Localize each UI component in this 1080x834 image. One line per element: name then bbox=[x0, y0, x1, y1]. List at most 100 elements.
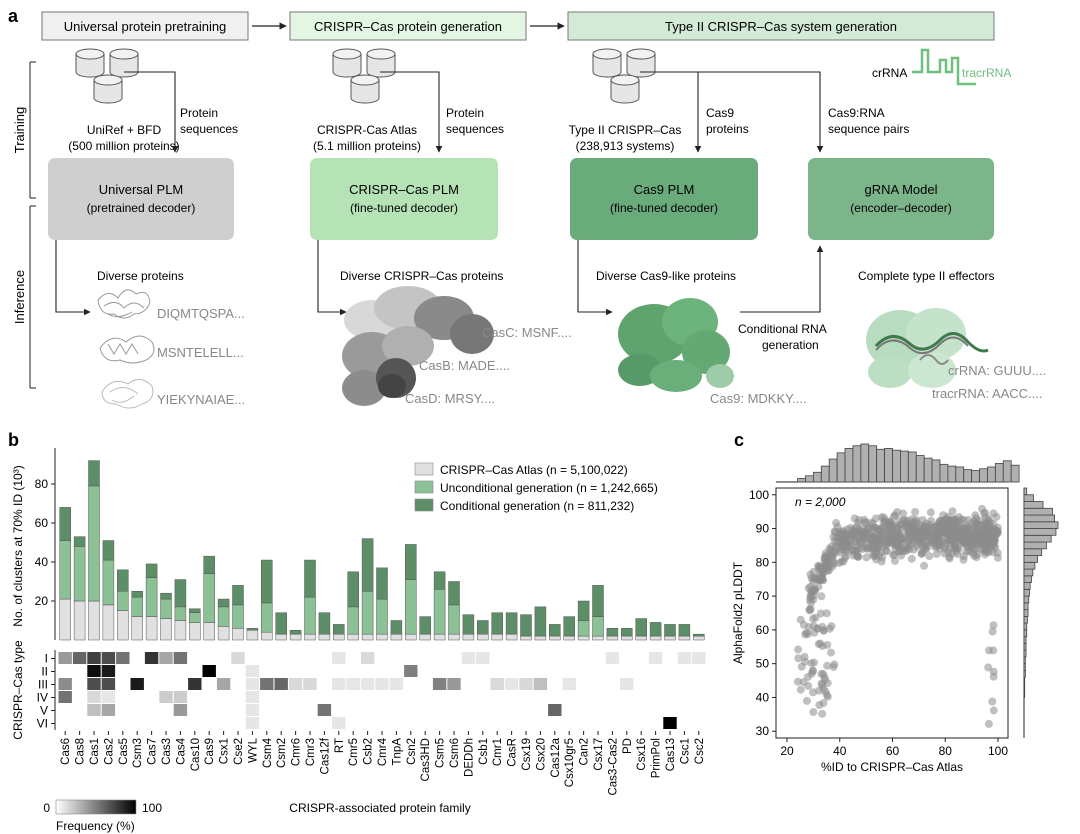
database-icon-2-1 bbox=[332, 54, 362, 78]
y-histogram-bar bbox=[1023, 636, 1027, 644]
y-histogram-bar bbox=[1023, 643, 1027, 651]
bar-Cas4-unconditional bbox=[174, 606, 187, 621]
scatter-point bbox=[878, 553, 887, 562]
scatter-point bbox=[824, 552, 833, 560]
scatter-point bbox=[917, 550, 926, 559]
scatter-point bbox=[982, 513, 991, 522]
bar-Csm2-conditional bbox=[275, 612, 287, 635]
bar-Cas7-atlas bbox=[145, 616, 158, 641]
heatmap-cell-III-CasR bbox=[504, 678, 519, 690]
bar-Cmr3-atlas bbox=[304, 633, 316, 641]
sequence-3: YIEKYNAIAE... bbox=[157, 392, 245, 407]
bar-Csx10gr5-atlas bbox=[563, 635, 575, 641]
bar-Cse2-unconditional bbox=[232, 604, 244, 629]
heatmap-cell-I-Cas2 bbox=[101, 652, 116, 664]
model-1-type: (pretrained decoder) bbox=[87, 201, 196, 215]
category-label-WYL: WYL bbox=[247, 737, 259, 763]
db-3-name: Type II CRISPR–Cas bbox=[569, 123, 682, 137]
scatter-point bbox=[881, 518, 890, 527]
output-2-label: Diverse CRISPR–Cas proteins bbox=[340, 269, 503, 283]
heatmap-cell-III-Csm6 bbox=[447, 678, 461, 690]
bar-Can2-conditional bbox=[577, 600, 590, 621]
scatter-point bbox=[837, 557, 846, 566]
y-histogram-bar bbox=[1023, 568, 1034, 577]
heatmap-cell-VI-Cas13 bbox=[663, 717, 677, 729]
bar-Cas10-atlas bbox=[189, 622, 201, 641]
y-histogram-bar bbox=[1023, 663, 1026, 671]
scatter-point bbox=[793, 677, 802, 686]
bar-Cas7-unconditional bbox=[145, 577, 158, 617]
y-histogram-bar bbox=[1023, 555, 1039, 563]
scatter-point bbox=[810, 628, 819, 637]
bar-Cas13-atlas bbox=[664, 635, 676, 641]
database-icon-1-1 bbox=[75, 54, 105, 78]
scatter-point bbox=[794, 654, 803, 663]
category-label-RT: RT bbox=[334, 738, 346, 753]
arrow-3-label-line2: proteins bbox=[706, 122, 749, 136]
heatmap-cell-III-Csm3 bbox=[130, 678, 144, 690]
scatter-point bbox=[821, 563, 830, 572]
bar-Cas9-unconditional bbox=[203, 573, 215, 623]
x-histogram-bar bbox=[797, 478, 806, 483]
bar-Cas5-unconditional bbox=[117, 591, 129, 611]
heatmap-cell-I-Cas6 bbox=[58, 652, 72, 664]
y-histogram-bar bbox=[1023, 595, 1030, 604]
category-label-Cas4: Cas4 bbox=[175, 737, 187, 764]
bar-Csx17-conditional bbox=[592, 585, 604, 617]
heatmap-ylabel: CRISPR–Cas type bbox=[11, 640, 25, 740]
bar-Csm5-atlas bbox=[433, 633, 446, 641]
colorbar bbox=[55, 799, 137, 815]
scatter-point bbox=[979, 534, 988, 543]
database-icon-top-2-3 bbox=[350, 74, 380, 86]
category-label-Csm6: Csm6 bbox=[449, 738, 461, 768]
bar-series bbox=[59, 460, 705, 641]
bar-Csx17-atlas bbox=[592, 635, 604, 641]
scatter-point bbox=[818, 709, 827, 718]
bar-Csc1-conditional bbox=[678, 624, 691, 637]
bar-Cse2-conditional bbox=[232, 585, 244, 606]
scatter-point bbox=[960, 537, 969, 546]
heatmap-cell-III-Cmr6 bbox=[288, 678, 303, 690]
stage-label-crispr-cas: CRISPR–Cas protein generation bbox=[314, 19, 502, 34]
scatter-point bbox=[827, 542, 836, 551]
arrow-1-label-line2: sequences bbox=[180, 122, 238, 136]
heatmap-cell-IV-Cas6 bbox=[58, 691, 72, 703]
bar-Csb1-atlas bbox=[477, 633, 489, 641]
sequence-casc: CasC: MSNF.... bbox=[482, 325, 572, 340]
heatmap-row-label-III: III bbox=[38, 678, 48, 692]
stage-box-crispr-cas bbox=[289, 11, 527, 41]
scatter-x-tick-label: 20 bbox=[780, 744, 794, 758]
scatter-point bbox=[863, 528, 872, 537]
scatter-point bbox=[925, 552, 934, 561]
stage-box-pretraining bbox=[41, 11, 249, 41]
panel-b: b No. of clusters at 70% ID (10³) 20 40 60… bbox=[8, 430, 706, 833]
category-label-Csn2: Csn2 bbox=[406, 738, 418, 765]
y-histogram-bar bbox=[1023, 676, 1026, 685]
bar-y-tick-label: 80 bbox=[35, 477, 49, 491]
bar-Cmr5-atlas bbox=[347, 633, 359, 641]
category-label-Cmr4: Cmr4 bbox=[377, 737, 389, 766]
heatmap-cell-III-Cas6 bbox=[58, 678, 72, 690]
y-histogram-bar bbox=[1023, 514, 1056, 523]
bar-Cas5-conditional bbox=[117, 569, 129, 592]
scatter-point bbox=[907, 554, 916, 563]
y-histogram-bar bbox=[1023, 656, 1026, 665]
scatter-point bbox=[983, 526, 992, 535]
db-3-size: (238,913 systems) bbox=[576, 139, 675, 153]
conditional-label-line1: Conditional RNA bbox=[738, 322, 827, 336]
protein-structure-icon-3 bbox=[101, 379, 154, 409]
bar-Cas3-conditional bbox=[160, 592, 172, 600]
y-histogram-bar bbox=[1023, 629, 1028, 638]
category-label-Csb2: Csb2 bbox=[363, 738, 375, 765]
scatter-point bbox=[988, 627, 997, 636]
scatter-y-tick-label: 40 bbox=[756, 690, 770, 704]
category-label-TnpA: TnpA bbox=[391, 738, 403, 766]
x-histogram-bar bbox=[987, 466, 996, 483]
scatter-point bbox=[907, 521, 916, 530]
heatmap-cell-III-Cas10 bbox=[188, 678, 202, 690]
db-1-size: (500 million proteins) bbox=[68, 139, 179, 153]
protein-structure-icon-1 bbox=[97, 289, 151, 319]
category-label-Cmr5: Cmr5 bbox=[348, 738, 360, 766]
scatter-point bbox=[922, 544, 931, 553]
bar-Cas8-unconditional bbox=[73, 546, 86, 602]
